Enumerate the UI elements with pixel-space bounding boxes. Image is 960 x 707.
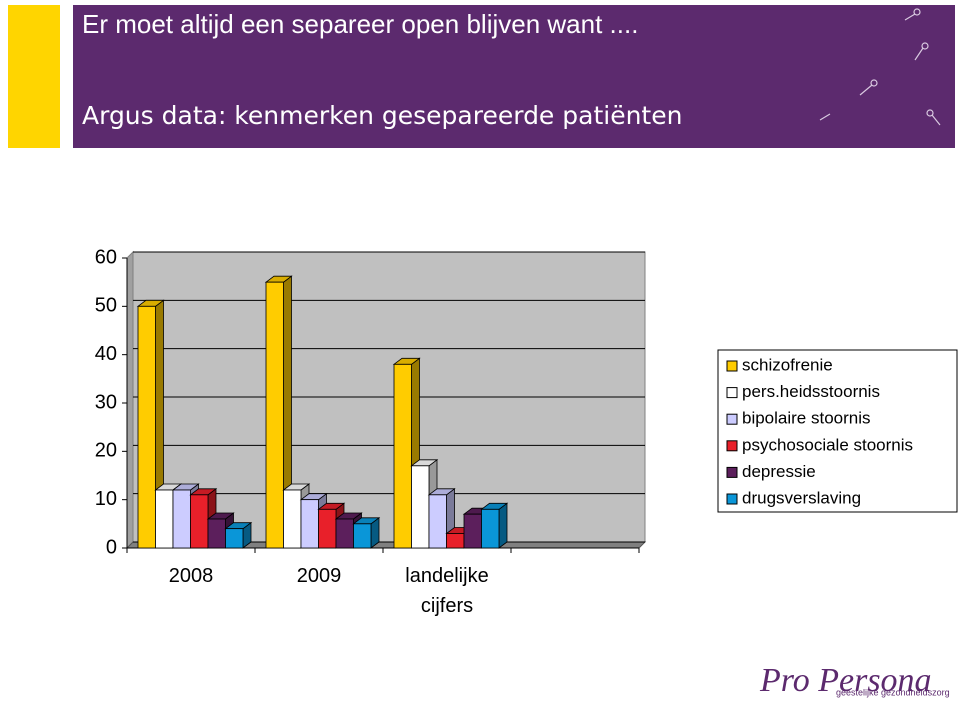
- y-tick-label: 10: [95, 488, 117, 510]
- y-tick-label: 20: [95, 440, 117, 462]
- x-tick-label: 2008: [168, 565, 214, 587]
- legend-swatch: [726, 413, 738, 425]
- accent-block: [8, 5, 60, 148]
- bar: [155, 489, 174, 549]
- legend-swatch: [726, 493, 738, 505]
- bar: [190, 494, 209, 549]
- bar: [225, 528, 244, 549]
- y-tick-label: 50: [95, 295, 117, 317]
- legend: [717, 349, 958, 513]
- slide-title: Er moet altijd een separeer open blijven…: [82, 9, 638, 39]
- slide-subtitle: Argus data: kenmerken gesepareerde patië…: [82, 101, 682, 130]
- legend-swatch: [726, 440, 738, 452]
- dandelion-decoration: [819, 8, 941, 126]
- bar: [300, 499, 319, 549]
- bar: [265, 281, 284, 549]
- y-tick-label: 40: [95, 343, 117, 365]
- bar: [318, 508, 337, 549]
- bar: [411, 465, 430, 549]
- bar: [207, 518, 226, 549]
- legend-label: pers.heidsstoornis: [742, 382, 880, 401]
- bar: [353, 523, 372, 549]
- legend-label: schizofrenie: [742, 355, 833, 374]
- bar-side: [498, 502, 508, 549]
- logo-name: Pro Persona: [759, 662, 932, 699]
- legend-label: drugsverslaving: [742, 488, 861, 507]
- legend-swatch: [726, 466, 738, 478]
- legend-label: bipolaire stoornis: [742, 409, 871, 428]
- header-band: [73, 5, 955, 148]
- y-tick-label: 0: [106, 536, 117, 558]
- bar: [463, 513, 482, 549]
- legend-label: depressie: [742, 462, 816, 481]
- legend-swatch: [726, 360, 738, 372]
- side-wall: [126, 250, 134, 550]
- x-tick-label: landelijke cijfers: [405, 565, 489, 617]
- logo-tagline: geestelijke gezondheidszorg: [836, 687, 950, 697]
- bar: [393, 363, 412, 549]
- y-tick-label: 60: [95, 246, 117, 268]
- legend-label: psychosociale stoornis: [742, 435, 913, 454]
- legend-swatch: [726, 387, 738, 399]
- bar: [335, 518, 354, 549]
- x-tick-label: 2009: [296, 565, 342, 587]
- bar: [481, 508, 500, 549]
- bar: [172, 489, 191, 549]
- bar: [428, 494, 447, 549]
- y-tick-label: 30: [95, 391, 117, 413]
- bar: [446, 533, 465, 549]
- bar: [283, 489, 302, 549]
- bar: [137, 305, 156, 549]
